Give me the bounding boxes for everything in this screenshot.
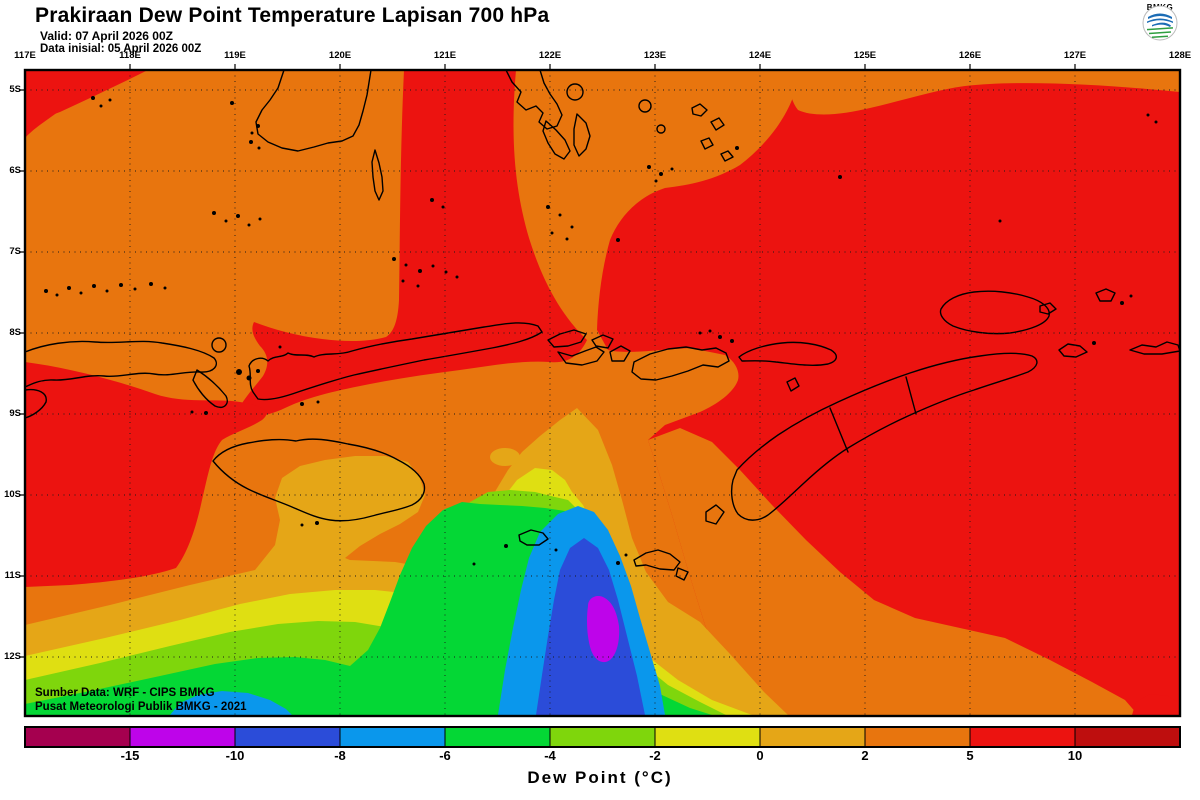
dewpoint-field	[25, 70, 1180, 716]
lat-label: 12S	[4, 651, 21, 662]
lon-label: 123E	[643, 50, 667, 61]
field-red-corner-nw	[25, 70, 138, 138]
colorbar-segment-darkred	[1074, 726, 1181, 748]
coast-flores	[248, 322, 543, 401]
colorbar-tick-label: 10	[1067, 748, 1083, 763]
islet-dots	[44, 96, 1158, 566]
colorbar-title: Dew Point (°C)	[527, 768, 673, 787]
colorbar-tick-label: -2	[649, 748, 661, 763]
coast-sulawesi-southeast	[505, 70, 563, 130]
lon-label: 126E	[958, 50, 982, 61]
initial-date: Data inisial: 05 April 2026 00Z	[40, 43, 202, 55]
coast-semau	[705, 504, 725, 525]
colorbar-segment-red	[969, 726, 1076, 748]
coast-rote	[633, 549, 689, 581]
coast-ne-islets	[691, 103, 734, 162]
lon-label: 120E	[328, 50, 352, 61]
lat-label: 8S	[9, 327, 21, 338]
lat-label: 7S	[9, 246, 21, 257]
coast-wetar	[738, 341, 837, 366]
colorbar	[24, 726, 1181, 748]
coast-moyo	[211, 337, 227, 353]
colorbar-tick-label: -15	[120, 748, 140, 763]
colorbar-tick-label: 5	[966, 748, 974, 763]
colorbar-tick-label: 2	[861, 748, 869, 763]
coast-sumbawa-tail	[192, 369, 228, 408]
field-magenta-core	[587, 596, 620, 663]
valid-date: Valid: 07 April 2026 00Z	[40, 29, 173, 43]
coast-atoll-1	[566, 83, 584, 101]
coast-atauro	[786, 377, 800, 392]
field-orange-topband	[789, 70, 1180, 115]
lon-label: 119E	[224, 50, 246, 61]
lat-label: 5S	[9, 84, 21, 95]
coast-sumba	[212, 438, 426, 522]
colorbar-segment-green	[444, 726, 551, 748]
bmkg-logo-icon	[1142, 5, 1178, 41]
coast-solor-lembata	[547, 329, 614, 366]
colorbar-segment-maroon	[24, 726, 131, 748]
lat-label: 6S	[9, 165, 21, 176]
lat-label: 9S	[9, 408, 21, 419]
colorbar-segment-yellow	[654, 726, 761, 748]
colorbar-segment-gold	[759, 726, 866, 748]
coast-selayar	[371, 149, 384, 201]
colorbar-segment-magenta	[129, 726, 236, 748]
field-lightblue-blob	[170, 691, 292, 715]
lon-label: 118E	[119, 50, 141, 61]
page-title: Prakiraan Dew Point Temperature Lapisan …	[35, 4, 550, 27]
lon-label: 128E	[1168, 50, 1192, 61]
lat-label: 11S	[4, 570, 21, 581]
coast-pantar	[609, 345, 631, 362]
colorbar-tick-label: -6	[439, 748, 451, 763]
coast-alor	[631, 346, 730, 381]
grid-lines	[25, 70, 1180, 716]
field-red-corner-se	[1132, 694, 1180, 715]
field-red-column	[235, 70, 587, 418]
field-red-west-mass	[25, 362, 267, 587]
axis-ticks	[19, 64, 1076, 658]
coast-muna	[542, 120, 571, 160]
lon-label: 122E	[538, 50, 562, 61]
coast-east-islets	[1039, 288, 1180, 358]
colorbar-tick-label: -4	[544, 748, 556, 763]
colorbar-segment-orange	[864, 726, 971, 748]
lon-label: 117E	[14, 50, 36, 61]
coast-atoll-2	[638, 99, 652, 113]
map-border	[23, 68, 1182, 718]
coast-buton	[573, 113, 591, 157]
credit-line-1: Sumber Data: WRF - CIPS BMKG	[35, 687, 215, 699]
field-orange-southeast	[648, 428, 1138, 715]
colorbar-segment-lightblue	[339, 726, 446, 748]
credit-line-2: Pusat Meteorologi Publik BMKG - 2021	[35, 701, 247, 713]
coast-sumbawa-sw	[25, 388, 47, 419]
coast-buru	[939, 290, 1050, 335]
coast-savu	[518, 529, 549, 546]
colorbar-tick-label: -8	[334, 748, 346, 763]
colorbar-segment-blue	[234, 726, 341, 748]
colorbar-border	[24, 726, 1181, 748]
colorbar-tick-label: -10	[225, 748, 245, 763]
coast-timor-borders	[829, 376, 917, 453]
coast-timor	[730, 352, 1038, 521]
bmkg-logo: BMKG	[1140, 3, 1180, 41]
lon-label: 125E	[853, 50, 877, 61]
lat-label: 10S	[4, 489, 21, 500]
lon-label: 127E	[1063, 50, 1087, 61]
lon-label: 121E	[433, 50, 457, 61]
coast-sulawesi-south	[255, 70, 372, 152]
colorbar-segment-yellowgreen	[549, 726, 656, 748]
field-gold-spot	[490, 448, 520, 466]
colorbar-tick-label: 0	[756, 748, 764, 763]
lon-label: 124E	[748, 50, 772, 61]
coastlines	[25, 70, 1180, 581]
coast-atoll-3	[656, 124, 666, 134]
